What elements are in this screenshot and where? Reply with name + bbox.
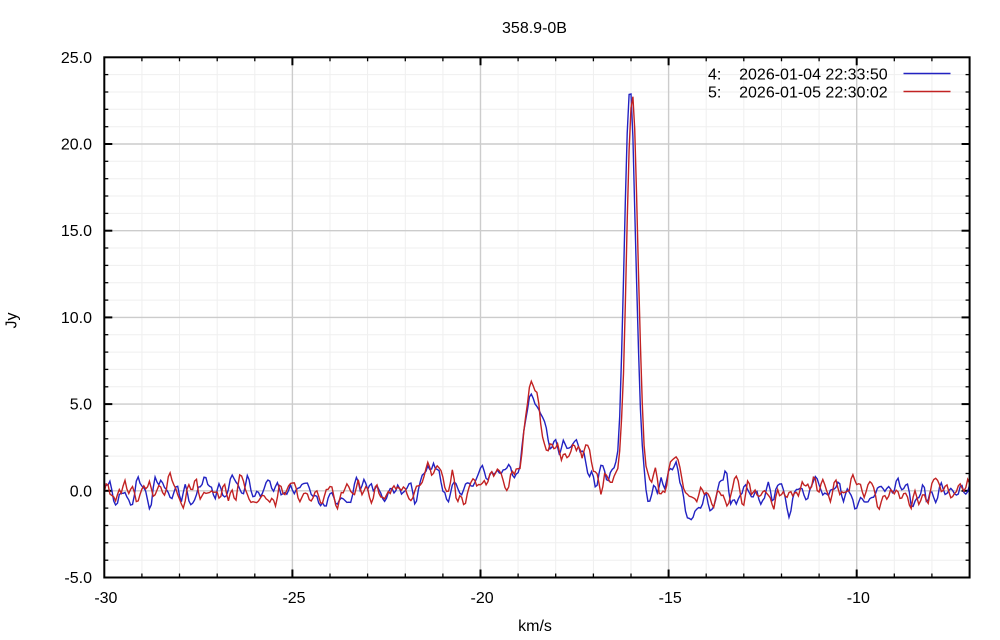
svg-text:-25: -25 [282,590,305,607]
svg-text:-20: -20 [471,590,494,607]
svg-text:-30: -30 [94,590,117,607]
svg-text:5: 2026-01-05 22:30:02: 5: 2026-01-05 22:30:02 [708,85,888,102]
svg-text:4: 2026-01-04 22:33:50: 4: 2026-01-04 22:33:50 [708,67,888,84]
svg-text:358.9-0B: 358.9-0B [502,20,567,37]
svg-text:15.0: 15.0 [61,223,92,240]
svg-text:20.0: 20.0 [61,137,92,154]
svg-text:0.0: 0.0 [70,483,92,500]
svg-text:Jy: Jy [4,313,21,329]
svg-text:-10: -10 [847,590,870,607]
svg-text:5.0: 5.0 [70,397,92,414]
svg-text:-15: -15 [659,590,682,607]
svg-text:-5.0: -5.0 [64,570,92,587]
svg-text:10.0: 10.0 [61,310,92,327]
svg-text:km/s: km/s [518,618,552,635]
svg-text:25.0: 25.0 [61,50,92,67]
